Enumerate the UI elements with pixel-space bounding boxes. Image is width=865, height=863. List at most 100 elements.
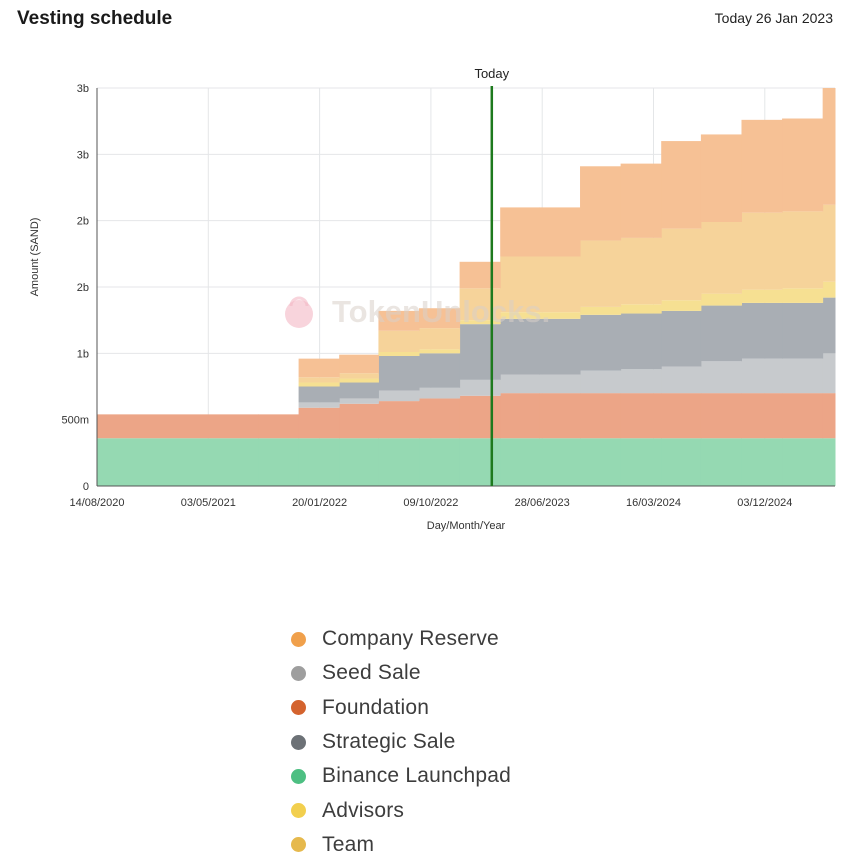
legend-item[interactable]: Binance Launchpad: [291, 759, 511, 793]
area-segment-seed-sale: [539, 374, 581, 394]
area-segment-seed-sale: [661, 366, 702, 394]
today-label: Today: [474, 66, 509, 81]
area-segment-company-reserve: [700, 134, 742, 222]
area-segment-strategic-sale: [378, 355, 420, 391]
area-segment-seed-sale: [822, 353, 836, 394]
area-segment-seed-sale: [580, 370, 622, 394]
y-tick-label: 0: [83, 481, 89, 493]
legend-label: Binance Launchpad: [322, 764, 512, 788]
legend-item[interactable]: Team: [291, 828, 511, 862]
legend-item[interactable]: Strategic Sale: [291, 725, 511, 759]
area-segment-advisors: [500, 312, 540, 319]
area-segment-team: [741, 212, 783, 290]
area-segment-company-reserve: [539, 207, 581, 257]
area-segment-advisors: [822, 281, 836, 298]
x-axis-title: Day/Month/Year: [427, 520, 506, 532]
area-segment-strategic-sale: [298, 386, 340, 403]
area-segment-binance-launchpad: [661, 438, 702, 486]
area-segment-seed-sale: [620, 369, 662, 394]
area-segment-company-reserve: [378, 310, 420, 331]
legend-swatch-icon: [291, 734, 306, 750]
area-segment-foundation: [539, 393, 581, 439]
area-segment-foundation: [661, 393, 702, 439]
area-segment-team: [700, 221, 742, 294]
area-segment-team: [419, 328, 461, 350]
area-segment-binance-launchpad: [700, 438, 742, 486]
area-segment-team: [620, 237, 662, 305]
area-segment-advisors: [419, 349, 461, 354]
area-segment-foundation: [97, 414, 259, 439]
legend-label: Seed Sale: [322, 661, 421, 685]
area-segment-team: [378, 330, 420, 353]
legend-label: Company Reserve: [322, 627, 499, 651]
legend-label: Advisors: [322, 798, 405, 822]
legend-item[interactable]: Seed Sale: [291, 656, 511, 690]
area-segment-foundation: [620, 393, 662, 439]
area-segment-strategic-sale: [339, 382, 379, 399]
area-segment-binance-launchpad: [419, 438, 461, 486]
area-segment-foundation: [822, 393, 836, 439]
area-segment-binance-launchpad: [339, 438, 379, 486]
today-marker: Today: [474, 66, 510, 486]
area-segment-foundation: [378, 401, 420, 439]
area-segment-binance-launchpad: [500, 438, 540, 486]
area-segment-team: [539, 256, 581, 313]
y-tick-label: 2b: [77, 282, 89, 294]
area-segment-seed-sale: [741, 358, 783, 394]
area-segment-seed-sale: [459, 379, 501, 396]
area-segment-foundation: [459, 395, 501, 439]
legend-item[interactable]: Company Reserve: [291, 622, 511, 656]
area-segment-seed-sale: [500, 374, 540, 394]
area-segment-strategic-sale: [700, 305, 742, 362]
x-tick-label: 03/05/2021: [181, 497, 236, 509]
stacked-areas: [97, 88, 836, 486]
area-segment-seed-sale: [378, 390, 420, 402]
area-segment-team: [822, 204, 836, 282]
y-tick-label: 3b: [77, 83, 89, 95]
y-axis-title: Amount (SAND): [29, 218, 41, 297]
area-segment-strategic-sale: [580, 314, 622, 371]
legend-swatch-icon: [291, 700, 306, 716]
area-segment-company-reserve: [339, 354, 379, 374]
x-tick-label: 14/08/2020: [69, 497, 124, 509]
x-tick-label: 20/01/2022: [292, 497, 347, 509]
area-segment-seed-sale: [419, 387, 461, 399]
x-tick-label: 03/12/2024: [737, 497, 792, 509]
area-segment-binance-launchpad: [258, 438, 300, 486]
area-segment-team: [459, 288, 501, 321]
area-segment-advisors: [539, 312, 581, 319]
legend-label: Team: [322, 832, 375, 856]
legend-item[interactable]: Advisors: [291, 793, 511, 827]
area-segment-team: [339, 373, 379, 379]
area-segment-seed-sale: [782, 358, 824, 394]
x-tick-label: 09/10/2022: [403, 497, 458, 509]
area-segment-advisors: [661, 300, 702, 311]
area-segment-company-reserve: [419, 308, 461, 329]
area-segment-binance-launchpad: [378, 438, 420, 486]
legend-swatch-icon: [291, 665, 306, 681]
area-segment-binance-launchpad: [782, 438, 824, 486]
area-segment-foundation: [298, 407, 340, 439]
area-segment-strategic-sale: [539, 318, 581, 375]
watermark: TokenUnlocks.: [332, 294, 550, 329]
area-segment-foundation: [339, 403, 379, 439]
legend-swatch-icon: [291, 768, 306, 784]
legend-label: Foundation: [322, 695, 430, 719]
area-segment-foundation: [741, 393, 783, 439]
area-segment-advisors: [298, 382, 340, 387]
legend-item[interactable]: Foundation: [291, 691, 511, 725]
token-unlocks-logo-icon: [285, 296, 313, 328]
area-segment-advisors: [339, 378, 379, 383]
area-segment-strategic-sale: [661, 310, 702, 367]
area-segment-strategic-sale: [782, 302, 824, 359]
area-segment-seed-sale: [298, 402, 340, 408]
area-segment-strategic-sale: [741, 302, 783, 359]
area-segment-foundation: [500, 393, 540, 439]
today-date-label: Today 26 Jan 2023: [714, 10, 833, 26]
y-tick-label: 500m: [61, 415, 89, 427]
area-segment-advisors: [378, 352, 420, 356]
area-segment-seed-sale: [339, 398, 379, 404]
area-segment-advisors: [741, 289, 783, 303]
area-segment-foundation: [580, 393, 622, 439]
